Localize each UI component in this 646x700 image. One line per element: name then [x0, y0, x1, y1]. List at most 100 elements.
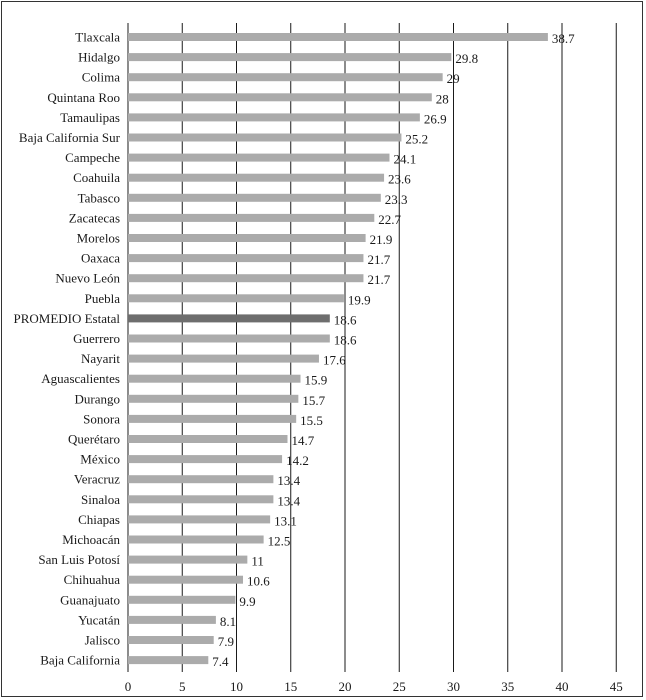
- category-label: Querétaro: [68, 432, 120, 447]
- category-label: Sonora: [83, 411, 120, 426]
- bar: [128, 394, 299, 403]
- bar: [128, 354, 319, 363]
- bar: [128, 435, 288, 443]
- category-label: Coahuila: [73, 170, 120, 185]
- value-label: 13.4: [277, 493, 300, 508]
- value-label: 11: [251, 554, 264, 569]
- value-label: 29: [447, 71, 460, 86]
- value-label: 29.8: [455, 51, 478, 66]
- bar: [128, 455, 283, 464]
- value-label: 23.6: [388, 172, 411, 187]
- bar: [128, 575, 244, 584]
- value-label: 17.6: [323, 353, 346, 368]
- category-label: Baja California: [40, 653, 120, 668]
- category-label: Michoacán: [62, 532, 120, 547]
- category-label: Guerrero: [73, 331, 120, 346]
- value-label: 38.7: [552, 31, 575, 46]
- bar: [128, 294, 344, 303]
- bar: [128, 636, 214, 644]
- category-label: Nayarit: [81, 351, 120, 366]
- value-label: 19.9: [348, 292, 371, 307]
- value-label: 25.2: [405, 132, 428, 147]
- value-label: 7.9: [218, 634, 234, 649]
- value-label: 9.9: [239, 594, 255, 609]
- bar: [128, 334, 330, 343]
- x-tick-label: 30: [447, 679, 460, 694]
- bar: [128, 153, 390, 162]
- category-label: PROMEDIO Estatal: [13, 311, 120, 326]
- category-label: Jalisco: [85, 633, 120, 648]
- value-label: 10.6: [247, 574, 270, 589]
- category-label: Veracruz: [74, 472, 120, 487]
- bar: [128, 515, 271, 524]
- category-label: Guanajuato: [60, 592, 120, 607]
- bar: [128, 193, 381, 202]
- bar: [128, 414, 297, 423]
- value-label: 24.1: [393, 152, 416, 167]
- value-label: 13.4: [277, 473, 300, 488]
- value-label: 18.6: [334, 333, 357, 348]
- gridlines: [127, 23, 617, 672]
- x-tick-label: 15: [284, 679, 297, 694]
- category-label: Tabasco: [78, 190, 120, 205]
- bar: [128, 274, 364, 283]
- bar: [128, 73, 443, 82]
- value-label: 21.7: [367, 252, 390, 267]
- x-tick-label: 20: [339, 679, 352, 694]
- x-tick-label: 10: [230, 679, 243, 694]
- value-label: 22.7: [378, 212, 401, 227]
- category-label: Sinaloa: [81, 492, 120, 507]
- category-label: Aguascalientes: [41, 371, 120, 386]
- value-label: 13.1: [274, 513, 297, 528]
- value-label: 21.7: [367, 272, 390, 287]
- bar: [128, 595, 236, 604]
- category-label: Hidalgo: [78, 50, 120, 65]
- value-label: 14.7: [291, 433, 314, 448]
- x-axis-ticks: 0 5 10 15 20 25 30 35 40 45: [125, 679, 623, 694]
- value-label: 15.7: [302, 393, 325, 408]
- category-label: Tlaxcala: [75, 30, 120, 45]
- bar: [128, 475, 274, 484]
- bar: [128, 495, 274, 504]
- category-label: Chiapas: [78, 512, 120, 527]
- value-label: 15.5: [300, 413, 323, 428]
- bar: [128, 555, 248, 564]
- category-label: San Luis Potosí: [38, 552, 120, 567]
- value-label: 15.9: [305, 373, 328, 388]
- bar: [128, 374, 301, 383]
- bar: [128, 656, 209, 665]
- value-label: 23.3: [385, 192, 408, 207]
- bar-average: [128, 314, 330, 323]
- bar: [128, 33, 548, 41]
- category-label: Durango: [75, 391, 121, 406]
- category-label: Morelos: [77, 231, 120, 246]
- x-tick-label: 25: [393, 679, 406, 694]
- value-label: 18.6: [334, 312, 357, 327]
- category-label: Oaxaca: [81, 251, 120, 266]
- category-label: Yucatán: [78, 612, 120, 627]
- bar: [128, 535, 264, 544]
- category-label: Tamaulipas: [60, 110, 120, 125]
- bar: [128, 113, 420, 122]
- bars: [128, 33, 548, 665]
- x-tick-label: 40: [556, 679, 569, 694]
- bar: [128, 254, 364, 263]
- value-label: 12.5: [268, 534, 291, 549]
- category-label: Baja California Sur: [19, 130, 121, 145]
- value-label: 14.2: [286, 453, 309, 468]
- value-label: 7.4: [212, 654, 229, 669]
- category-label: Quintana Roo: [47, 90, 120, 105]
- category-label: Campeche: [65, 150, 120, 165]
- category-label: Colima: [82, 70, 121, 85]
- bar: [128, 133, 402, 142]
- value-label: 21.9: [370, 232, 393, 247]
- x-tick-label: 45: [610, 679, 623, 694]
- category-label: Nuevo León: [55, 271, 120, 286]
- category-labels: Tlaxcala Hidalgo Colima Quintana Roo Tamauli…: [13, 30, 120, 668]
- x-tick-label: 35: [501, 679, 514, 694]
- category-label: Zacatecas: [69, 210, 120, 225]
- bar: [128, 93, 432, 102]
- bar: [128, 53, 452, 62]
